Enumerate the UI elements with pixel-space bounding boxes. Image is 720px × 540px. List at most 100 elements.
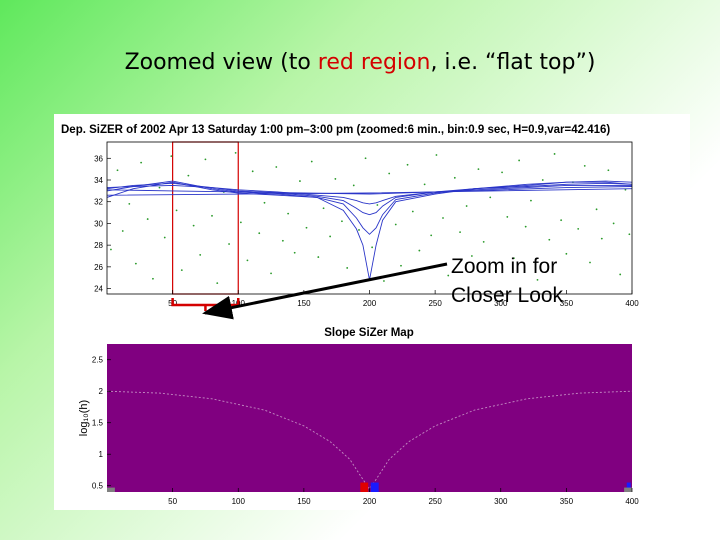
bottom-y-label: log₁₀(h): [78, 400, 90, 436]
data-point: [560, 219, 563, 222]
red-region-bracket: [171, 298, 240, 311]
data-point: [251, 170, 254, 173]
data-scatter: [110, 151, 631, 285]
data-point: [110, 248, 112, 251]
data-point: [600, 237, 603, 240]
top-x-tick-label: 400: [625, 299, 639, 308]
data-point: [263, 201, 266, 204]
data-point: [376, 204, 379, 206]
sizer-map-cells: [107, 482, 632, 492]
data-point: [246, 259, 249, 262]
data-point: [287, 212, 290, 215]
data-point: [371, 246, 374, 249]
red-region-highlight: [172, 141, 239, 295]
bottom-x-tick-label: 400: [625, 497, 639, 506]
data-point: [506, 216, 509, 218]
data-point: [358, 229, 360, 231]
data-point: [192, 224, 195, 227]
data-point: [524, 225, 527, 228]
data-point: [341, 220, 343, 223]
top-y-tick-label: 36: [94, 154, 103, 163]
top-x-tick-label: 350: [560, 299, 574, 308]
top-y-tick-label: 26: [94, 263, 103, 272]
data-point: [383, 280, 385, 282]
top-y-tick-label: 24: [94, 285, 103, 294]
data-point: [329, 235, 332, 238]
data-point: [152, 277, 154, 280]
data-point: [364, 157, 367, 160]
bottom-x-tick-label: 200: [363, 497, 377, 506]
smooth-curve: [107, 186, 632, 195]
data-point: [501, 171, 503, 174]
bottom-x-tick-label: 150: [297, 497, 311, 506]
data-point: [140, 161, 143, 164]
data-point: [211, 214, 213, 217]
data-point: [170, 155, 173, 158]
data-point: [477, 168, 480, 171]
smooth-curve: [107, 180, 632, 280]
data-point: [293, 251, 296, 254]
top-chart-title: Dep. SiZER of 2002 Apr 13 Saturday 1:00 …: [61, 124, 610, 136]
data-point: [310, 160, 313, 163]
bottom-y-tick-label: 1.5: [92, 419, 104, 428]
data-point: [317, 256, 320, 258]
data-point: [187, 174, 190, 177]
callout-line-1: Zoom in for: [451, 255, 558, 278]
data-point: [512, 257, 515, 260]
sizer-cell-sparse: [624, 487, 632, 492]
bottom-chart-title: Slope SiZer Map: [324, 327, 413, 339]
smooth-curve-family: [107, 180, 632, 280]
data-point: [228, 243, 230, 245]
data-point: [180, 269, 183, 272]
data-point: [418, 249, 421, 252]
bottom-y-tick-label: 0.5: [92, 482, 104, 491]
data-point: [239, 221, 242, 224]
smooth-curve: [107, 184, 632, 205]
data-point: [400, 264, 402, 267]
top-y-tick-label: 30: [94, 219, 103, 228]
bottom-x-axis: 50 100 150 200 250 300 350 400: [168, 488, 639, 506]
data-point: [146, 218, 149, 220]
top-y-tick-label: 28: [94, 241, 103, 250]
data-point: [394, 223, 397, 226]
data-point: [175, 209, 178, 212]
data-point: [470, 255, 473, 257]
data-point: [322, 207, 325, 210]
top-x-tick-label: 150: [297, 299, 311, 308]
data-point: [128, 202, 131, 205]
data-point: [553, 153, 556, 155]
data-point: [548, 238, 551, 241]
data-point: [595, 208, 598, 211]
data-point: [442, 217, 444, 219]
red-bracket-shape: [171, 298, 240, 311]
sizer-cell-increasing: [370, 482, 379, 492]
slide-title-suffix: , i.e. “flat top”): [430, 50, 596, 75]
top-y-tick-label: 32: [94, 198, 103, 207]
smooth-curve: [107, 180, 632, 235]
data-point: [199, 254, 202, 256]
top-x-tick-label: 200: [363, 299, 377, 308]
data-point: [281, 239, 284, 242]
top-y-axis: 24 26 28 30 32 34 36: [94, 154, 111, 294]
data-point: [459, 231, 461, 234]
sizer-cell-sparse: [107, 487, 115, 492]
data-point: [346, 267, 349, 269]
data-point: [577, 227, 580, 230]
window-boundary-line: [107, 390, 632, 490]
data-point: [204, 158, 207, 161]
bottom-y-tick-label: 2: [99, 387, 104, 396]
bottom-y-tick-label: 2.5: [92, 356, 104, 365]
bottom-x-tick-label: 350: [560, 497, 574, 506]
data-point: [589, 261, 591, 264]
data-point: [628, 233, 631, 236]
data-point: [430, 234, 433, 237]
data-point: [234, 151, 237, 154]
sizer-cell-decreasing: [360, 482, 369, 492]
data-point: [216, 282, 219, 285]
data-point: [116, 169, 119, 172]
data-point: [583, 164, 586, 167]
sizer-cell-increasing: [626, 482, 631, 492]
data-point: [447, 274, 450, 277]
data-point: [624, 188, 627, 191]
data-point: [482, 240, 485, 243]
